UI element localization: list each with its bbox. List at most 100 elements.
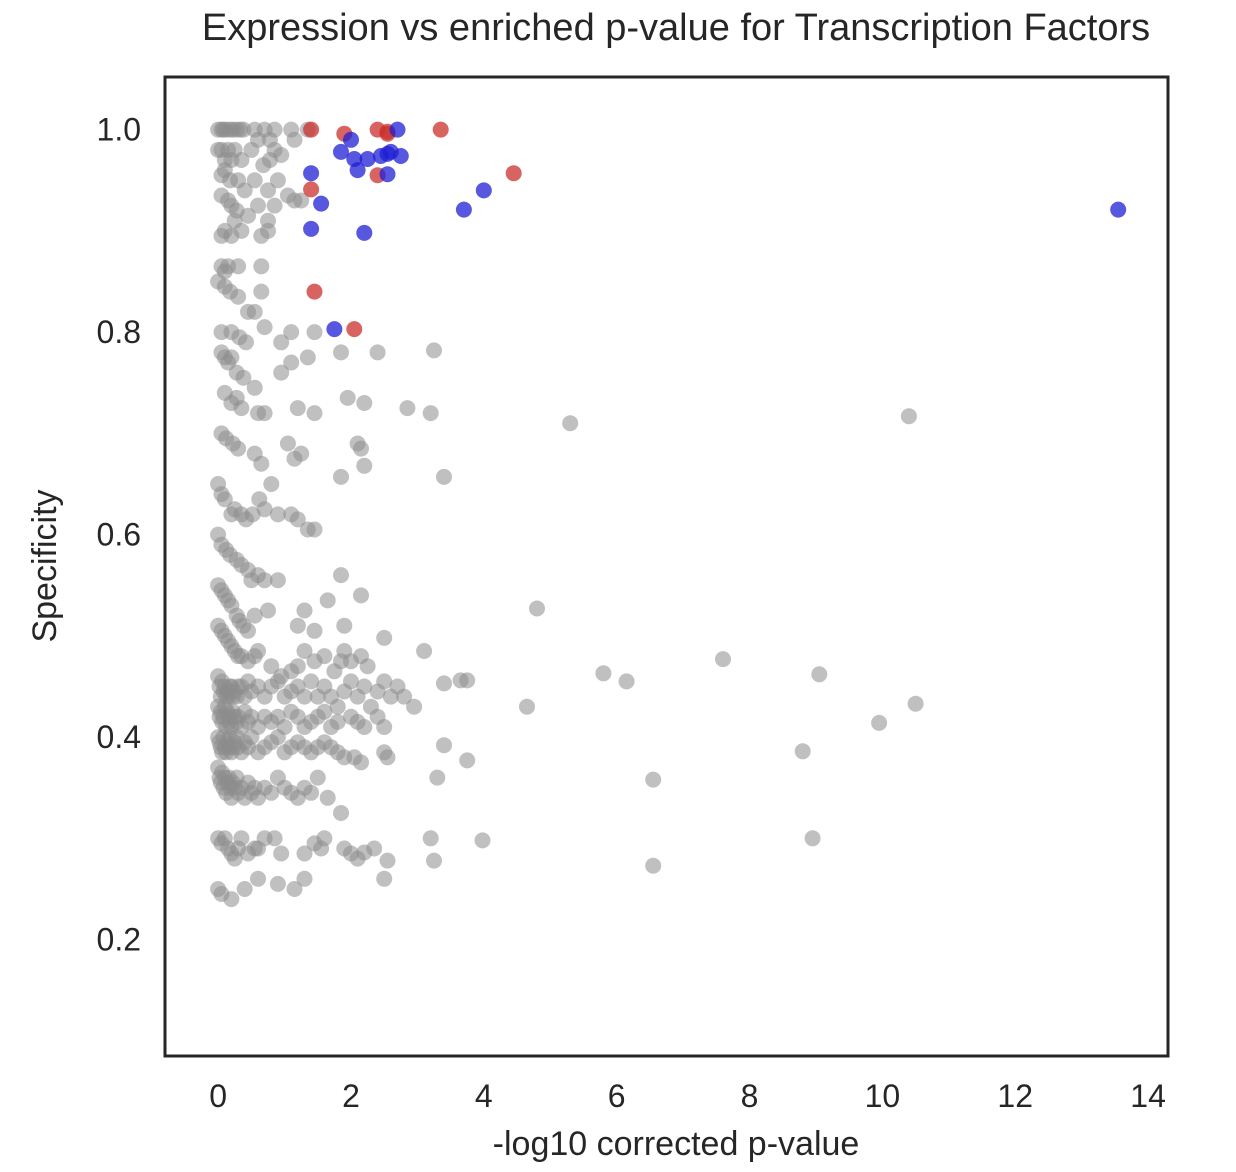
scatter-point-gray xyxy=(233,222,250,239)
scatter-point-gray xyxy=(235,121,252,138)
scatter-point-gray xyxy=(269,572,286,589)
scatter-point-gray xyxy=(306,622,323,639)
scatter-point-gray xyxy=(246,379,263,396)
scatter-point-gray xyxy=(356,457,373,474)
y-tick-label: 0.8 xyxy=(97,314,141,350)
scatter-point-gray xyxy=(256,501,273,518)
scatter-point-gray xyxy=(436,737,452,754)
scatter-point-gray xyxy=(296,845,313,862)
scatter-point-gray xyxy=(253,283,270,300)
scatter-point-blue xyxy=(475,182,492,199)
scatter-point-gray xyxy=(269,506,286,523)
scatter-point-gray xyxy=(429,769,446,786)
x-tick-label: 12 xyxy=(997,1078,1033,1114)
scatter-point-gray xyxy=(303,673,320,690)
scatter-point-gray xyxy=(246,303,263,320)
scatter-point-gray xyxy=(273,364,290,381)
x-axis-label: -log10 corrected p-value xyxy=(493,1125,860,1163)
scatter-point-gray xyxy=(316,648,333,665)
scatter-point-gray xyxy=(459,672,476,689)
scatter-point-gray xyxy=(223,891,240,908)
scatter-point-blue xyxy=(333,143,349,160)
scatter-point-blue xyxy=(326,321,343,338)
scatter-point-gray xyxy=(306,521,323,538)
scatter-point-gray xyxy=(416,643,433,659)
scatter-point-blue xyxy=(356,224,373,241)
scatter-point-gray xyxy=(804,830,821,847)
scatter-point-gray xyxy=(303,784,320,801)
scatter-point-gray xyxy=(273,845,290,862)
scatter-point-gray xyxy=(233,830,250,847)
scatter-point-gray xyxy=(253,455,270,472)
plot-frame xyxy=(163,75,1170,1058)
scatter-point-gray xyxy=(353,587,369,604)
scatter-point-red xyxy=(303,181,320,198)
scatter-point-gray xyxy=(333,805,349,821)
x-tick-label: 8 xyxy=(741,1078,759,1114)
scatter-point-gray xyxy=(236,881,253,897)
scatter-point-blue xyxy=(303,220,320,237)
scatter-point-gray xyxy=(645,771,662,788)
scatter-point-gray xyxy=(230,258,247,275)
scatter-point-gray xyxy=(907,695,924,712)
scatter-point-gray xyxy=(645,857,662,874)
points-layer xyxy=(210,121,1127,908)
scatter-point-gray xyxy=(260,182,276,199)
scatter-point-gray xyxy=(399,400,416,417)
scatter-point-red xyxy=(432,121,449,138)
scatter-point-red xyxy=(346,321,363,338)
scatter-point-gray xyxy=(436,468,452,485)
scatter-point-gray xyxy=(269,172,286,189)
scatter-point-gray xyxy=(286,192,303,209)
scatter-point-blue xyxy=(343,131,359,148)
scatter-point-gray xyxy=(246,172,263,189)
x-tick-label: 2 xyxy=(342,1078,360,1114)
chart-title: Expression vs enriched p-value for Trans… xyxy=(202,7,1150,49)
scatter-point-gray xyxy=(240,622,256,639)
scatter-point-gray xyxy=(233,152,250,168)
scatter-point-gray xyxy=(263,476,280,492)
scatter-point-gray xyxy=(296,870,313,887)
scatter-point-gray xyxy=(279,435,296,452)
scatter-point-gray xyxy=(376,673,393,690)
scatter-point-gray xyxy=(286,131,303,148)
scatter-point-gray xyxy=(356,395,373,411)
scatter-point-gray xyxy=(283,354,300,371)
scatter-point-blue xyxy=(379,145,396,162)
x-tick-label: 10 xyxy=(865,1078,901,1114)
y-axis-ticks: 0.2 0.4 0.6 0.8 1.0 xyxy=(97,112,141,958)
scatter-point-gray xyxy=(319,592,336,609)
x-tick-label: 14 xyxy=(1130,1078,1166,1114)
scatter-point-gray xyxy=(349,850,366,867)
scatter-point-gray xyxy=(250,643,266,659)
scatter-point-gray xyxy=(618,673,635,690)
scatter-point-gray xyxy=(289,617,306,634)
scatter-point-gray xyxy=(216,491,233,508)
scatter-point-blue xyxy=(392,148,409,164)
scatter-point-gray xyxy=(306,405,323,422)
scatter-point-gray xyxy=(794,743,811,760)
scatter-point-gray xyxy=(246,607,263,624)
scatter-point-gray xyxy=(343,673,359,690)
scatter-point-blue xyxy=(389,121,406,138)
scatter-point-gray xyxy=(269,673,286,690)
scatter-point-blue xyxy=(359,151,376,167)
scatter-point-gray xyxy=(273,334,290,351)
scatter-point-gray xyxy=(273,147,290,163)
scatter-point-gray xyxy=(266,830,283,847)
scatter-point-gray xyxy=(316,703,333,720)
scatter-point-gray xyxy=(283,324,300,341)
scatter-point-gray xyxy=(339,389,356,406)
scatter-point-gray xyxy=(230,288,247,305)
scatter-point-gray xyxy=(369,344,386,361)
scatter-point-gray xyxy=(293,445,310,462)
scatter-point-gray xyxy=(266,197,283,214)
scatter-point-gray xyxy=(474,832,491,849)
scatter-point-gray xyxy=(235,369,252,386)
scatter-point-gray xyxy=(353,440,369,457)
scatter-point-gray xyxy=(266,121,283,138)
scatter-point-gray xyxy=(269,875,286,892)
scatter-point-gray xyxy=(376,719,393,735)
scatter-point-gray xyxy=(356,678,373,695)
scatter-point-gray xyxy=(238,334,254,351)
